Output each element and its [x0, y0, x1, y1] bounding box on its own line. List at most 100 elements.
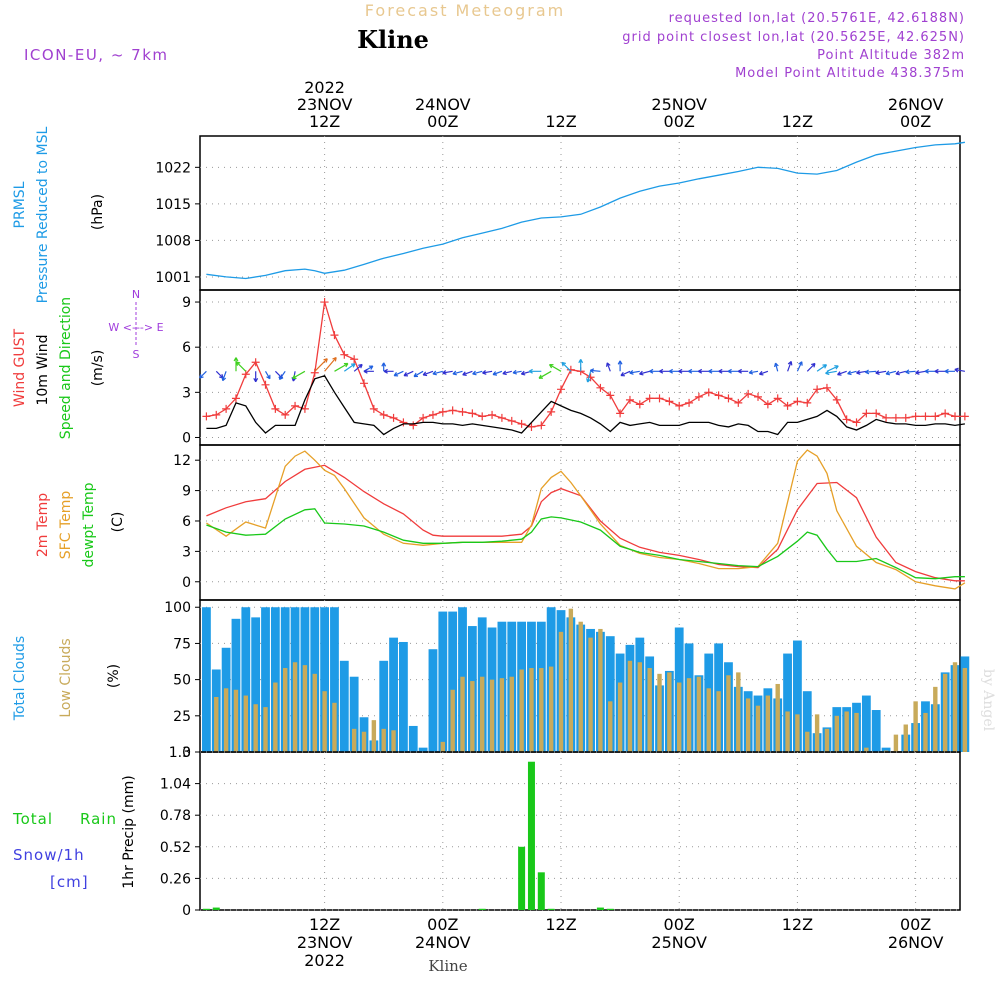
wind-direction-arrow [796, 361, 803, 372]
wind-direction-arrow [748, 369, 759, 375]
low-cloud-bar [371, 720, 377, 752]
wind-direction-arrow [620, 370, 631, 377]
gust-point [261, 380, 270, 389]
gust-point [931, 412, 940, 421]
rain-bar [537, 872, 545, 910]
gust-point [744, 389, 753, 398]
y-tick-label: 25 [173, 709, 191, 725]
series-10m-wind [206, 375, 965, 436]
total-cloud-bar [231, 618, 241, 752]
gust-point [527, 422, 536, 431]
gust-point [557, 385, 566, 394]
gust-point [468, 409, 477, 418]
wind-direction-arrow [737, 368, 749, 374]
low-cloud-bar [736, 672, 741, 752]
low-cloud-bar [519, 669, 524, 752]
compass-north: N [132, 288, 140, 301]
low-cloud-bar [745, 698, 751, 752]
gust-point [517, 419, 526, 428]
total-cloud-bar [418, 747, 428, 752]
total-cloud-bar [448, 611, 458, 752]
total-cloud-bar [202, 607, 211, 752]
gust-point [271, 404, 280, 413]
y-tick-label: 3 [182, 544, 191, 560]
y-tick-label: 0.52 [160, 840, 191, 856]
low-cloud-bar [716, 691, 721, 752]
wind-direction-arrow [462, 370, 473, 376]
total-cloud-bar [428, 649, 438, 752]
total-cloud-bar [330, 607, 339, 752]
low-cloud-bar [785, 711, 790, 752]
y-tick-label: 3 [182, 385, 191, 401]
low-cloud-bar [667, 672, 672, 752]
gust-point [773, 394, 782, 403]
low-cloud-bar [755, 705, 761, 752]
panel-3: 0 25 50 75 100 [164, 599, 970, 761]
low-cloud-bar [489, 679, 495, 752]
gust-point [832, 395, 841, 404]
gust-point [724, 394, 733, 403]
wind-direction-arrow [758, 370, 769, 376]
wind-direction-arrow [629, 370, 640, 375]
total-cloud-bar [270, 607, 280, 752]
gust-point [300, 404, 309, 413]
wind-direction-arrow [617, 360, 623, 372]
gust-point [754, 392, 763, 401]
pressure-label-2: Pressure Reduced to MSL [35, 126, 51, 303]
wind-direction-arrow [353, 363, 363, 372]
wind-direction-arrow [875, 370, 887, 375]
total-cloud-bar [438, 611, 448, 752]
series-prmsl [206, 141, 965, 280]
wind-direction-arrow [381, 362, 387, 372]
precip-panel-labels: Total Rain Snow/1h [cm] 1hr Precip (mm) [12, 775, 137, 891]
low-cloud-bar [686, 678, 692, 752]
gust-point [320, 298, 329, 307]
y-tick-label: 0 [182, 430, 191, 446]
wind-direction-arrow [442, 370, 453, 375]
gust-point [340, 350, 349, 359]
wind-direction-arrow [233, 357, 239, 372]
wind-direction-arrow [363, 368, 374, 374]
gust-point [251, 358, 260, 367]
wind-direction-arrow [825, 370, 837, 376]
wind-direction-arrow [678, 368, 690, 374]
time-axis-label: 26NOV [888, 933, 944, 952]
top-time-label: 25NOV [651, 95, 707, 114]
y-tick-label: 6 [182, 514, 191, 530]
low-cloud-bar [775, 683, 780, 752]
wind-direction-arrow [578, 359, 584, 372]
gust-point [822, 383, 831, 392]
low-cloud-bar [470, 681, 475, 752]
gust-point [685, 398, 694, 407]
low-cloud-bar [558, 631, 564, 752]
gust-point [842, 415, 851, 424]
gust-point [409, 421, 418, 430]
total-cloud-bar [605, 636, 615, 752]
y-tick-label: 9 [182, 295, 191, 311]
wind-direction-arrow [688, 368, 699, 374]
wind-direction-arrow [502, 370, 512, 376]
wind-direction-arrow [895, 370, 906, 376]
total-clouds-label: Total Clouds [12, 636, 28, 721]
low-cloud-bar [903, 724, 908, 752]
low-cloud-bar [480, 676, 485, 752]
top-time-label: 00Z [664, 112, 695, 131]
low-cloud-bar [726, 675, 731, 752]
low-cloud-bar [647, 668, 652, 752]
low-cloud-bar [795, 714, 800, 752]
gust-point [222, 404, 231, 413]
top-time-label: 2022 [304, 78, 345, 97]
low-cloud-bar [292, 662, 298, 752]
rain-bar [202, 908, 210, 910]
low-cloud-bar [933, 686, 938, 752]
low-cloud-bar [893, 734, 899, 752]
temp-unit: (C) [110, 512, 126, 533]
gust-point [291, 401, 300, 410]
low-cloud-bar [283, 668, 288, 752]
rain-bar [547, 908, 555, 910]
y-tick-label: 1022 [155, 160, 191, 176]
wind-direction-arrow [586, 371, 592, 383]
gust-point [665, 397, 674, 406]
time-axis-label: 25NOV [651, 933, 707, 952]
